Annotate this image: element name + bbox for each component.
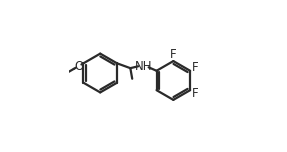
Text: O: O (74, 60, 83, 73)
Text: F: F (170, 48, 177, 61)
Text: F: F (192, 61, 199, 74)
Text: NH: NH (135, 60, 152, 73)
Text: F: F (192, 87, 199, 100)
